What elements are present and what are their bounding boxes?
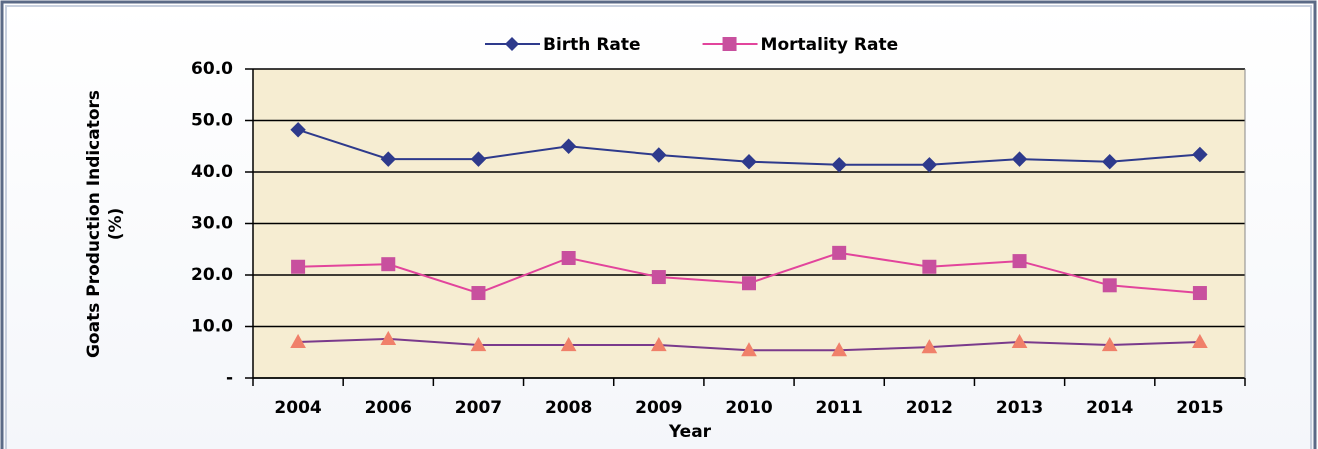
marker [1192,146,1208,163]
x-tick-label: 2012 [906,398,953,418]
y-axis-title: (%) [106,208,126,241]
marker [471,286,486,301]
marker [1011,333,1028,349]
marker [1102,153,1118,170]
x-tick-label: 2011 [816,398,863,418]
marker [380,151,396,167]
y-tick-label: 30.0 [191,214,233,234]
y-tick-label: 40.0 [191,162,233,182]
marker [470,151,487,167]
y-tick-label: 10.0 [191,317,233,337]
y-axis-title: Goats Production Indicators [84,90,104,358]
marker [1192,286,1207,301]
marker [650,337,667,352]
marker [290,122,306,138]
marker [560,337,577,352]
x-tick-label: 2013 [996,398,1043,418]
marker [470,337,487,352]
marker [741,342,757,357]
marker [742,276,756,291]
marker [831,157,847,173]
marker [832,245,847,260]
y-tick-label: 50.0 [191,111,233,131]
marker [291,259,306,274]
marker [505,37,519,51]
y-tick-label: 20.0 [191,265,233,285]
marker [921,157,938,173]
marker [290,333,306,349]
y-tick-label: - [226,368,233,388]
marker [1011,151,1028,167]
frame-inner [5,5,1312,449]
marker [380,330,397,345]
marker [921,339,938,354]
y-tick-label: 60.0 [191,59,233,79]
x-tick-label: 2007 [455,398,502,418]
x-axis-title: Year [668,422,712,442]
x-tick-label: 2006 [365,398,412,418]
x-tick-label: 2014 [1086,398,1133,418]
legend-label: Birth Rate [543,35,641,55]
marker [561,251,576,266]
marker [1012,254,1027,269]
marker [651,147,667,163]
marker [722,37,737,51]
marker [741,153,757,170]
marker [1101,337,1118,352]
x-tick-label: 2008 [545,398,592,418]
x-tick-label: 2004 [274,398,321,418]
legend-label: Mortality Rate [761,35,899,55]
marker [922,259,937,274]
x-tick-label: 2015 [1176,398,1223,418]
x-tick-label: 2009 [635,398,682,418]
marker [560,138,577,154]
marker [831,342,848,357]
x-tick-label: 2010 [725,398,772,418]
marker [1192,333,1208,349]
marker [651,270,666,285]
marker [1102,278,1117,293]
marker [381,257,396,272]
